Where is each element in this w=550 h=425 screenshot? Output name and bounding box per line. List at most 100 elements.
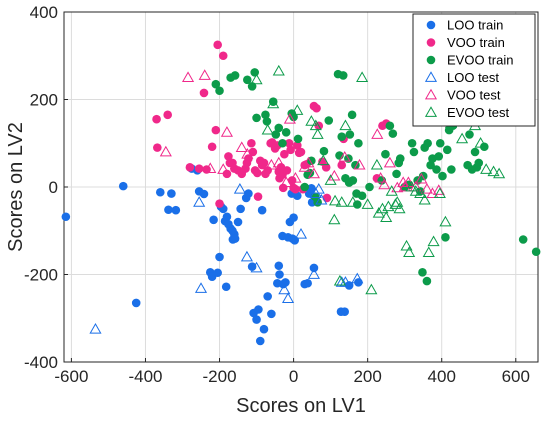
data-point xyxy=(300,182,310,192)
x-tick-label: -200 xyxy=(203,367,237,386)
data-point xyxy=(389,198,402,209)
legend-label: EVOO train xyxy=(447,53,513,68)
data-point xyxy=(252,113,261,123)
y-tick-label: 0 xyxy=(49,178,58,197)
data-point xyxy=(274,123,284,133)
legend-label: LOO test xyxy=(447,70,499,85)
data-point xyxy=(393,202,406,214)
data-point xyxy=(278,183,288,193)
data-point xyxy=(353,158,366,170)
data-point xyxy=(244,189,253,198)
legend-marker xyxy=(424,106,438,117)
data-point xyxy=(438,171,447,181)
series-loo-train xyxy=(61,164,363,346)
data-point xyxy=(194,164,204,173)
data-point xyxy=(291,184,300,194)
data-point xyxy=(257,205,267,215)
x-tick-label: 0 xyxy=(289,367,298,386)
data-point xyxy=(253,168,262,178)
data-point xyxy=(321,163,331,172)
data-point xyxy=(263,166,272,175)
data-point xyxy=(414,187,427,198)
data-point xyxy=(418,268,427,277)
x-tick-label: -600 xyxy=(54,367,88,386)
x-axis-title: Scores on LV1 xyxy=(236,395,366,417)
data-point xyxy=(487,165,500,177)
legend-label: LOO train xyxy=(447,18,503,33)
data-point xyxy=(118,181,128,191)
data-point xyxy=(252,315,261,324)
data-point xyxy=(339,119,352,131)
legend: LOO train VOO train EVOO train LOO test VOO … xyxy=(412,13,536,127)
y-tick-label: 200 xyxy=(30,91,58,110)
data-point xyxy=(261,110,270,120)
data-point xyxy=(383,156,396,168)
data-point xyxy=(338,71,348,80)
data-point xyxy=(305,115,318,126)
data-point xyxy=(215,86,224,96)
legend-item: VOO test xyxy=(424,88,501,103)
data-point xyxy=(426,160,435,170)
data-point xyxy=(346,196,359,207)
data-point xyxy=(286,145,295,155)
data-point xyxy=(250,68,260,77)
data-point xyxy=(131,298,141,308)
x-tick-label: 200 xyxy=(353,367,381,386)
series-loo-test xyxy=(89,182,364,334)
data-point xyxy=(292,191,302,201)
data-point xyxy=(164,205,173,215)
data-point xyxy=(403,246,416,258)
data-point xyxy=(250,73,263,85)
data-point xyxy=(222,212,232,222)
data-point xyxy=(385,185,398,196)
data-point xyxy=(240,250,253,262)
data-point xyxy=(221,282,231,292)
data-point xyxy=(324,174,337,185)
data-point xyxy=(261,123,274,135)
data-point xyxy=(415,172,428,184)
data-point xyxy=(211,125,221,135)
legend-label: VOO train xyxy=(447,35,505,50)
data-point xyxy=(289,213,298,222)
data-point xyxy=(153,143,162,152)
data-point xyxy=(194,282,208,293)
data-point xyxy=(400,239,413,251)
data-point xyxy=(356,71,369,83)
data-point xyxy=(181,71,195,83)
data-point xyxy=(434,152,444,161)
data-point xyxy=(435,138,445,148)
data-point xyxy=(282,166,292,175)
data-point xyxy=(275,270,284,279)
legend-marker xyxy=(424,71,438,82)
data-point xyxy=(302,156,315,168)
legend-label: EVOO test xyxy=(447,105,510,120)
data-point xyxy=(218,51,228,61)
data-point xyxy=(241,147,254,159)
data-points xyxy=(61,40,541,346)
data-point xyxy=(381,149,390,159)
data-point xyxy=(89,322,102,334)
data-point xyxy=(395,154,405,163)
data-point xyxy=(289,112,298,122)
legend-marker xyxy=(426,38,436,47)
data-point xyxy=(290,236,300,245)
data-point xyxy=(312,182,325,194)
data-point xyxy=(230,234,240,243)
data-point xyxy=(418,193,431,205)
data-point xyxy=(167,189,176,198)
data-point xyxy=(293,134,303,144)
y-axis-title: Scores on LV2 xyxy=(5,122,27,252)
data-point xyxy=(236,204,245,214)
data-point xyxy=(159,145,172,157)
data-point xyxy=(193,196,206,207)
data-point xyxy=(294,228,308,239)
data-point xyxy=(307,184,316,193)
data-point xyxy=(213,268,222,278)
data-point xyxy=(407,138,417,148)
data-point xyxy=(220,126,233,137)
data-point xyxy=(185,163,195,172)
data-point xyxy=(61,212,71,222)
series-voo-test xyxy=(159,69,445,198)
legend-box xyxy=(412,13,536,127)
